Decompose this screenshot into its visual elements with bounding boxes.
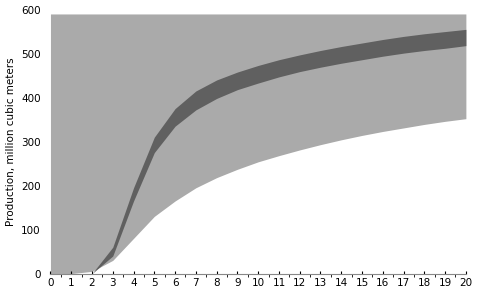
Y-axis label: Production, million cubic meters: Production, million cubic meters xyxy=(6,57,16,226)
